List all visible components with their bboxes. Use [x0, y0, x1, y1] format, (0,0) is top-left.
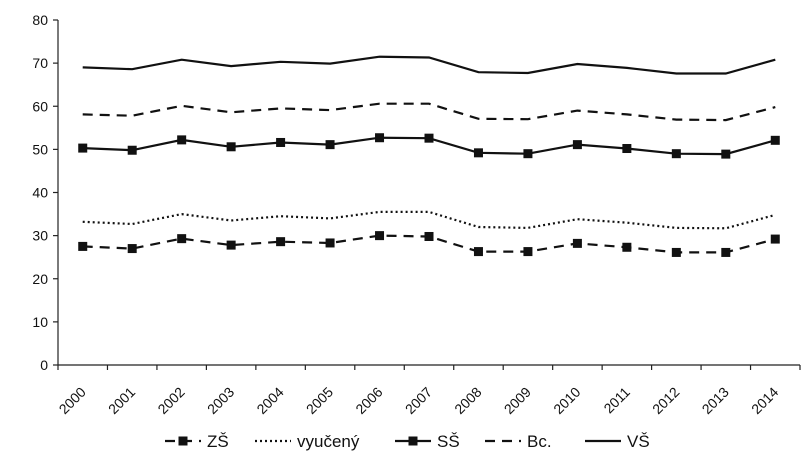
data-point-ZŠ — [177, 234, 187, 244]
y-tick-label: 70 — [32, 55, 48, 71]
legend-item-Bc.: Bc. — [485, 432, 552, 451]
x-tick-label: 2000 — [56, 384, 89, 417]
legend-label: ZŠ — [207, 432, 229, 451]
series-line-vyučený — [82, 210, 776, 230]
data-point-SŠ — [622, 144, 632, 154]
y-tick-label: 20 — [32, 271, 48, 287]
y-tick-label: 40 — [32, 185, 48, 201]
data-point-SŠ — [671, 149, 681, 159]
x-tick-label: 2011 — [600, 384, 633, 417]
series-line-Bc. — [82, 102, 776, 122]
data-point-SŠ — [375, 133, 385, 143]
legend-label: vyučený — [297, 432, 360, 451]
x-tick-label: 2012 — [649, 384, 682, 417]
x-tick-label: 2007 — [402, 384, 435, 417]
series-line-VŠ — [82, 55, 776, 75]
x-tick-label: 2004 — [253, 384, 286, 417]
y-tick-label: 60 — [32, 98, 48, 114]
data-point-ZŠ — [78, 241, 88, 251]
y-tick-label: 80 — [32, 12, 48, 28]
x-tick-label: 2001 — [105, 384, 138, 417]
legend-swatch-marker — [408, 436, 418, 446]
data-point-ZŠ — [721, 247, 731, 257]
x-tick-label: 2005 — [303, 384, 336, 417]
x-tick-label: 2002 — [154, 384, 187, 417]
data-point-SŠ — [276, 137, 286, 147]
legend-label: Bc. — [527, 432, 552, 451]
data-point-ZŠ — [276, 237, 286, 247]
data-point-SŠ — [325, 140, 335, 150]
x-tick-label: 2003 — [204, 384, 237, 417]
y-tick-label: 30 — [32, 228, 48, 244]
series-ZŠ — [78, 231, 780, 257]
x-tick-label: 2009 — [501, 384, 534, 417]
legend-item-SŠ: SŠ — [395, 432, 460, 451]
data-point-ZŠ — [375, 231, 385, 241]
data-point-ZŠ — [127, 244, 137, 254]
data-point-SŠ — [770, 135, 780, 145]
y-tick-label: 10 — [32, 314, 48, 330]
x-tick-label: 2013 — [699, 384, 732, 417]
data-point-SŠ — [424, 133, 434, 143]
data-point-ZŠ — [226, 240, 236, 250]
x-tick-label: 2014 — [748, 384, 781, 417]
data-point-ZŠ — [770, 234, 780, 244]
x-tick-label: 2006 — [352, 384, 385, 417]
data-point-ZŠ — [424, 231, 434, 241]
series-Bc. — [82, 102, 776, 122]
data-point-ZŠ — [325, 238, 335, 248]
data-point-SŠ — [127, 145, 137, 155]
legend-item-ZŠ: ZŠ — [165, 432, 229, 451]
data-point-SŠ — [78, 143, 88, 153]
legend-item-vyučený: vyučený — [255, 432, 360, 451]
data-point-ZŠ — [622, 242, 632, 252]
data-point-ZŠ — [523, 247, 533, 257]
y-tick-label: 50 — [32, 141, 48, 157]
data-point-ZŠ — [671, 247, 681, 257]
series-SŠ — [78, 133, 780, 159]
legend-item-VŠ: VŠ — [585, 432, 650, 451]
data-point-SŠ — [721, 149, 731, 159]
x-tick-label: 2010 — [550, 384, 583, 417]
data-point-SŠ — [572, 140, 582, 150]
series-VŠ — [82, 55, 776, 75]
data-point-SŠ — [177, 135, 187, 145]
data-point-SŠ — [523, 149, 533, 159]
data-point-SŠ — [226, 142, 236, 152]
legend-swatch-marker — [178, 436, 188, 446]
legend-label: VŠ — [627, 432, 650, 451]
legend-label: SŠ — [437, 432, 460, 451]
series-vyučený — [82, 210, 776, 230]
x-tick-label: 2008 — [451, 384, 484, 417]
data-point-ZŠ — [572, 238, 582, 248]
y-tick-label: 0 — [40, 357, 48, 373]
data-point-ZŠ — [473, 247, 483, 257]
data-point-SŠ — [473, 148, 483, 158]
